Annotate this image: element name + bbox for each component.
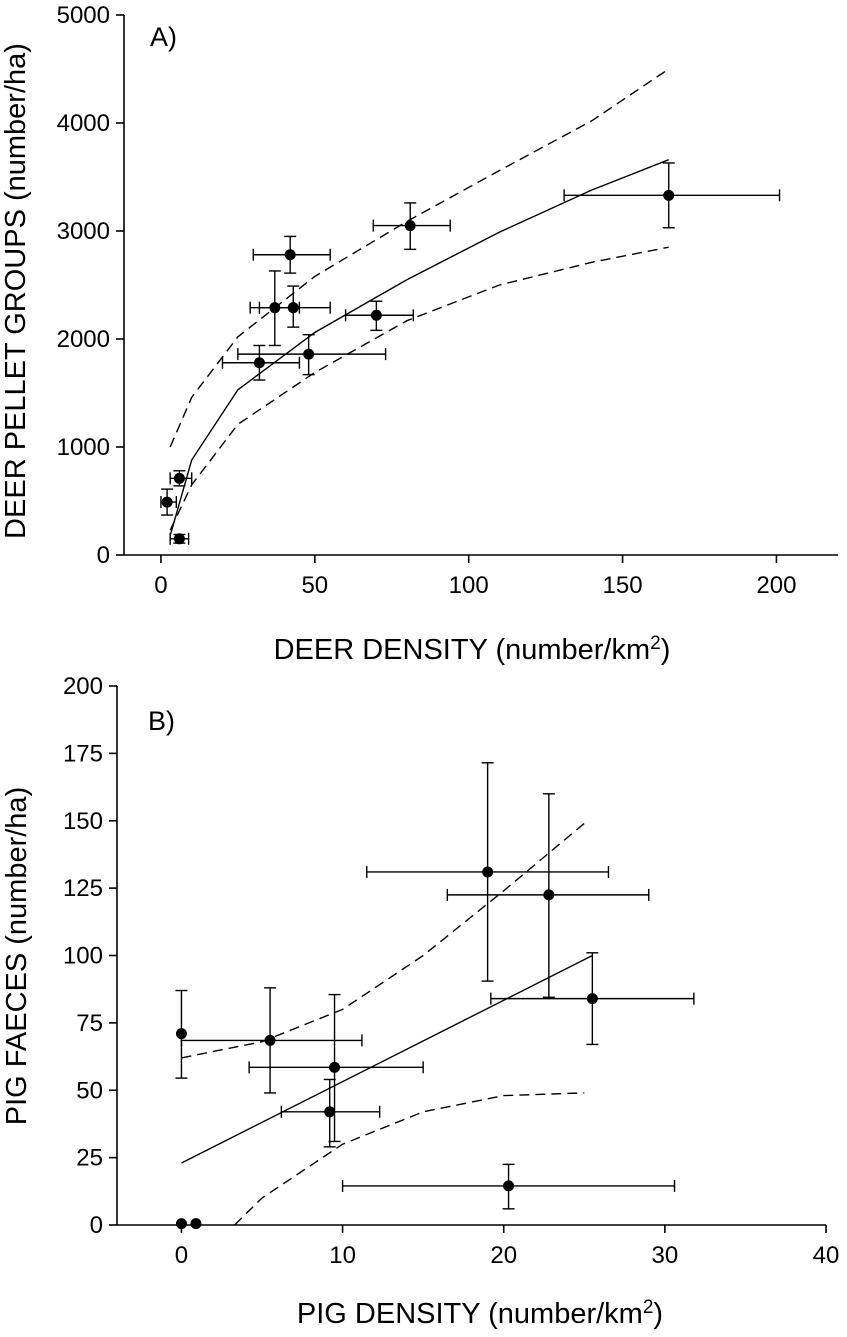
panel-b-data-point: [264, 1034, 276, 1046]
panel-b-y-axis-title: PIG FAECES (number/ha): [1, 787, 33, 1125]
panel-a-chart: A) 0 1000 2000 3000 4000 5000 0 50 100 150 200 DEE…: [0, 2, 838, 666]
panel-a-y-axis-title: DEER PELLET GROUPS (number/ha): [0, 43, 32, 539]
panel-a-data-point: [287, 302, 299, 314]
panel-b-ci-lower-line: [234, 1092, 585, 1226]
panel-a-data-point: [173, 533, 185, 545]
panel-b-x-tick-label: 0: [175, 1242, 188, 1269]
panel-b-y-tick-label: 175: [63, 740, 103, 767]
panel-a-x-tick-label: 50: [301, 572, 328, 599]
panel-b-y-tick-label: 150: [63, 808, 103, 835]
panel-a-y-tick-label: 2000: [57, 326, 110, 353]
panel-a-x-tick-label: 0: [154, 572, 167, 599]
panel-b-y-tick-label: 0: [90, 1212, 103, 1239]
panel-b-data-point: [324, 1106, 336, 1118]
panel-a-data-point: [173, 472, 185, 484]
panel-a-x-tick-label: 100: [449, 572, 489, 599]
panel-a-data-point: [404, 220, 416, 232]
panel-b-y-tick-label: 100: [63, 943, 103, 970]
panel-b-y-tick-label: 200: [63, 673, 103, 700]
panel-b-ci-upper-line: [181, 822, 585, 1059]
panel-a-label: A): [150, 22, 177, 52]
panel-b-data-point: [329, 1061, 341, 1073]
panel-a-fit-line: [169, 159, 669, 536]
panel-b-x-tick-label: 30: [652, 1242, 679, 1269]
panel-b-x-tick-label: 10: [329, 1242, 356, 1269]
panel-b-data-point: [543, 889, 555, 901]
panel-a-x-tick-label: 200: [756, 572, 796, 599]
panel-b-data-point: [175, 1218, 187, 1230]
panel-a-y-tick-label: 5000: [57, 2, 110, 29]
panel-a-y-tick-label: 4000: [57, 110, 110, 137]
panel-a-plot: 0 1000 2000 3000 4000 5000 0 50 100 150 200: [57, 2, 838, 599]
panel-b-y-tick-label: 125: [63, 875, 103, 902]
panel-b-label: B): [148, 706, 175, 736]
panel-b-data-point: [586, 993, 598, 1005]
panel-b-x-tick-label: 40: [813, 1242, 840, 1269]
panel-a-ci-upper-line: [169, 68, 670, 448]
panel-b-data-point: [175, 1028, 187, 1040]
panel-b-y-tick-label: 50: [76, 1077, 103, 1104]
panel-a-ci-lower-line: [169, 246, 669, 531]
panel-a-y-tick-label: 3000: [57, 218, 110, 245]
panel-b-data-point: [190, 1218, 202, 1230]
panel-a-data-point: [161, 496, 173, 508]
panel-a-y-tick-label: 0: [97, 542, 110, 569]
panel-a-x-axis-title: DEER DENSITY (number/km2): [274, 633, 671, 666]
panel-a-data-point: [253, 357, 265, 369]
panel-a-data-point: [284, 249, 296, 261]
panel-a-data-point: [663, 189, 675, 201]
panel-b-plot: 0 25 50 75 100 125 150 175 200 0 10 20 30 40: [63, 673, 839, 1269]
panel-a-data-point: [303, 348, 315, 360]
panel-b-data-point: [482, 866, 494, 878]
panel-a-x-tick-label: 150: [603, 572, 643, 599]
panel-b-y-tick-label: 75: [76, 1010, 103, 1037]
panel-b-data-point: [503, 1180, 515, 1192]
panel-b-x-axis-title: PIG DENSITY (number/km2): [297, 1297, 663, 1330]
panel-b-chart: B) 0 25 50 75 100 125 150 175 200 0 10 20 30 40 PIG D…: [1, 673, 839, 1330]
panel-b-x-tick-label: 20: [490, 1242, 517, 1269]
panel-a-y-tick-label: 1000: [57, 434, 110, 461]
panel-b-y-tick-label: 25: [76, 1145, 103, 1172]
panel-b-fit-line: [181, 954, 593, 1164]
panel-a-data-point: [370, 309, 382, 321]
